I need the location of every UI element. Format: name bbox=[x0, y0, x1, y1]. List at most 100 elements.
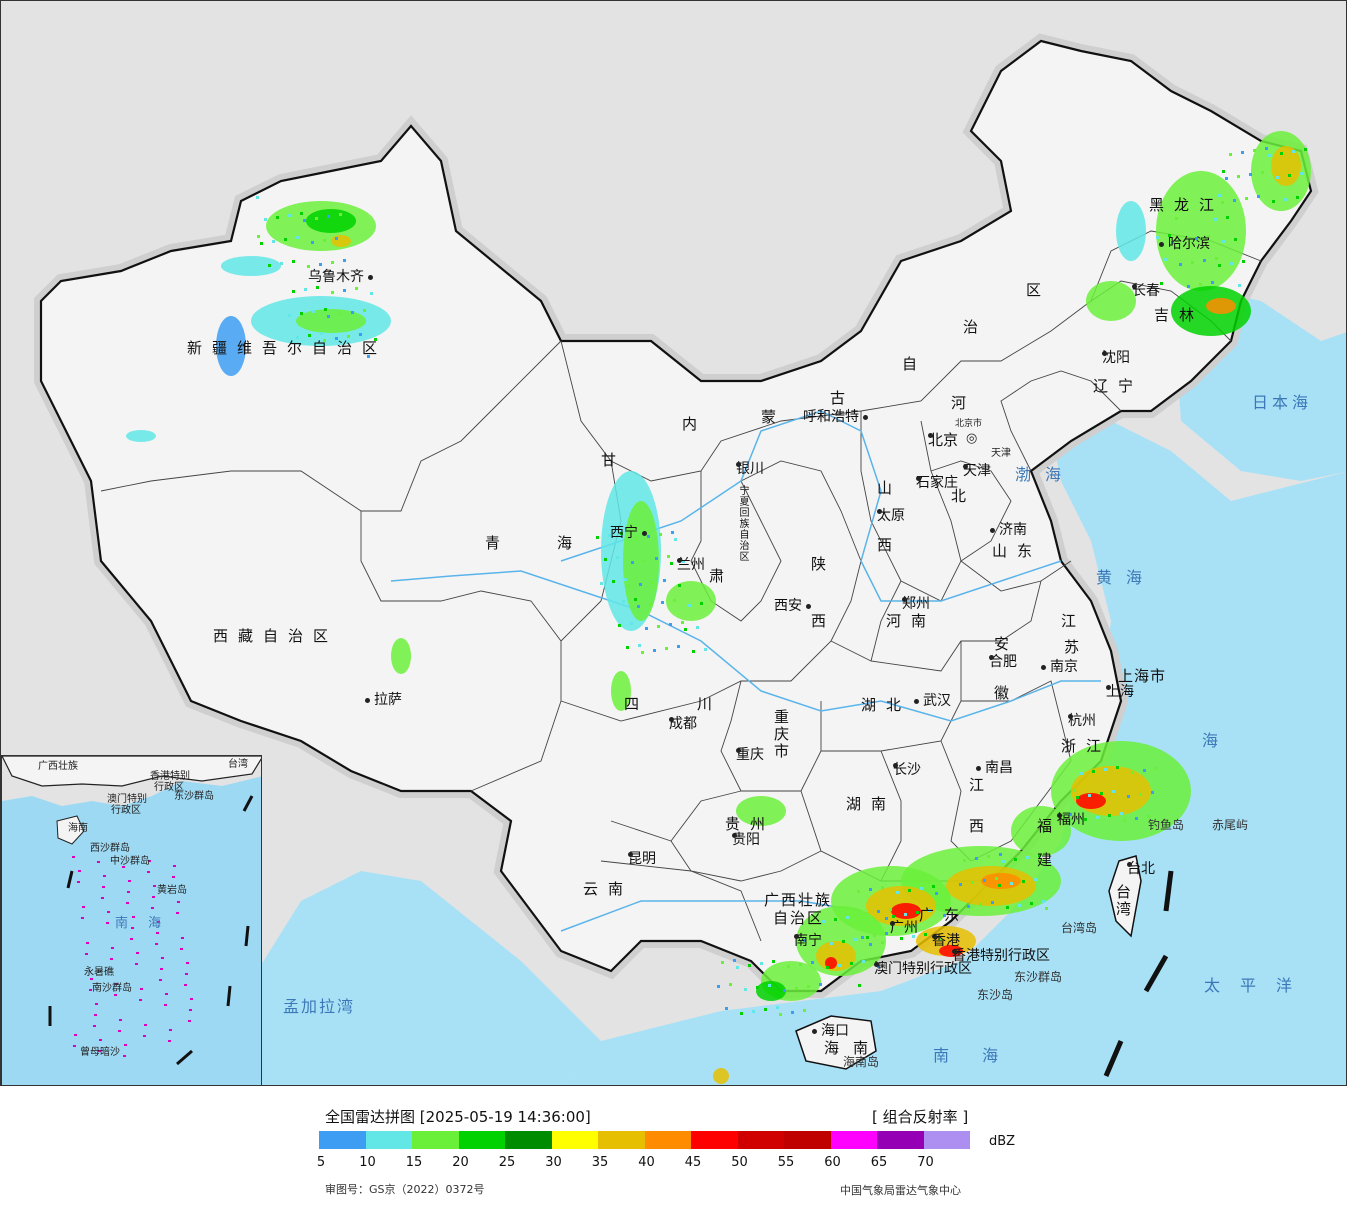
radar-echo-speck bbox=[1123, 819, 1126, 822]
radar-echo-speck bbox=[649, 603, 652, 606]
inset-reef-dot bbox=[106, 922, 109, 924]
capital-star-icon: ◎ bbox=[966, 431, 978, 446]
color-swatch bbox=[551, 1131, 598, 1149]
radar-echo-speck bbox=[704, 648, 707, 651]
label-gansu-2: 肃 bbox=[709, 567, 735, 585]
label-fujian-2: 建 bbox=[1037, 851, 1063, 869]
inset-reefs bbox=[72, 856, 193, 1057]
radar-echo-speck bbox=[885, 932, 888, 935]
radar-echo-speck bbox=[717, 985, 720, 988]
radar-echo-speck bbox=[674, 538, 677, 541]
inset-reef-dot bbox=[177, 901, 180, 903]
radar-echo bbox=[816, 941, 856, 971]
radar-echo-speck bbox=[296, 336, 299, 339]
radar-echo-speck bbox=[673, 599, 676, 602]
radar-echo-speck bbox=[324, 308, 327, 311]
inset-reef-dot bbox=[172, 876, 175, 878]
radar-echo-speck bbox=[343, 259, 346, 262]
bay-of-bengal bbox=[231, 871, 601, 1085]
sea-nanhai: 南 海 bbox=[933, 1046, 1013, 1065]
inset-reef-dot bbox=[153, 885, 156, 887]
color-swatch bbox=[644, 1131, 691, 1149]
label-jiangsu-1: 江 bbox=[1061, 612, 1087, 630]
radar-echo-speck bbox=[671, 531, 674, 534]
inset-reef-dot bbox=[190, 998, 193, 1000]
label-jiangxi-2: 西 bbox=[969, 817, 995, 835]
city-taiyuan: 太原 bbox=[877, 508, 905, 524]
radar-echo-speck bbox=[838, 964, 841, 967]
radar-echo-speck bbox=[1214, 218, 1217, 221]
label-qinghai-2: 海 bbox=[557, 534, 583, 552]
island-dongsha-group: 东沙群岛 bbox=[1014, 970, 1063, 984]
radar-echo-speck bbox=[756, 986, 759, 989]
inset-reef-dot bbox=[94, 1014, 97, 1016]
radar-echo-speck bbox=[1238, 284, 1241, 287]
inset-reef-dot bbox=[176, 912, 179, 914]
radar-echo-speck bbox=[1207, 235, 1210, 238]
radar-echo bbox=[1156, 171, 1246, 291]
inset-reef-dot bbox=[110, 958, 113, 960]
radar-echo-speck bbox=[1156, 236, 1159, 239]
inset-label-taiwan: 台湾 bbox=[228, 759, 248, 770]
radar-echo-speck bbox=[256, 196, 259, 199]
inset-reef-dot bbox=[81, 917, 84, 919]
radar-echo-speck bbox=[339, 213, 342, 216]
radar-echo-speck bbox=[1230, 262, 1233, 265]
color-swatch bbox=[877, 1131, 924, 1149]
label-sichuan-1: 四 bbox=[624, 695, 650, 713]
color-swatch bbox=[319, 1131, 366, 1149]
radar-echo-speck bbox=[1288, 174, 1291, 177]
label-taiwan: 台湾 bbox=[1114, 884, 1132, 918]
color-swatch bbox=[737, 1131, 784, 1149]
city-xining: 西宁 bbox=[610, 525, 647, 541]
radar-echo-speck bbox=[819, 983, 822, 986]
radar-echo-speck bbox=[311, 241, 314, 244]
radar-echo-speck bbox=[308, 334, 311, 337]
radar-echo-speck bbox=[826, 966, 829, 969]
radar-echo-speck bbox=[995, 877, 998, 880]
label-shanghai: 上海市 bbox=[1118, 667, 1167, 685]
label-guangxi-2: 自治区 bbox=[773, 909, 825, 927]
inset-reef-dot bbox=[156, 932, 159, 934]
radar-echo-speck bbox=[659, 533, 662, 536]
inset-label-hk-2: 行政区 bbox=[154, 782, 184, 793]
radar-echo-speck bbox=[1088, 794, 1091, 797]
radar-echo-speck bbox=[1143, 769, 1146, 772]
radar-echo-speck bbox=[721, 961, 724, 964]
color-swatch bbox=[923, 1131, 970, 1149]
radar-echo-speck bbox=[881, 941, 884, 944]
radar-echo-speck bbox=[725, 1007, 728, 1010]
city-wuhan: 武汉 bbox=[914, 693, 951, 709]
radar-echo-speck bbox=[1045, 907, 1048, 910]
inset-reef-dot bbox=[122, 866, 125, 868]
inset-reef-dot bbox=[169, 1029, 172, 1031]
radar-echo-speck bbox=[1265, 147, 1268, 150]
radar-echo-speck bbox=[647, 535, 650, 538]
radar-echo-speck bbox=[638, 644, 641, 647]
radar-echo-speck bbox=[1234, 238, 1237, 241]
radar-echo-speck bbox=[873, 934, 876, 937]
maritime-boundary-dashes bbox=[1103, 870, 1174, 1077]
label-neimenggu-3: 古 bbox=[830, 389, 856, 407]
inset-reef-dot bbox=[144, 1024, 147, 1026]
label-neimenggu-6: 区 bbox=[1026, 281, 1052, 299]
radar-echo-speck bbox=[1268, 154, 1271, 157]
label-gansu-1: 甘 bbox=[601, 451, 627, 469]
radar-echo-speck bbox=[783, 989, 786, 992]
radar-echo-speck bbox=[367, 355, 370, 358]
inset-label-zengmu: 曾母暗沙 bbox=[80, 1047, 120, 1058]
radar-echo-speck bbox=[1218, 194, 1221, 197]
radar-echo bbox=[221, 256, 281, 276]
radar-echo-speck bbox=[663, 579, 666, 582]
color-swatch bbox=[598, 1131, 645, 1149]
scale-tick-label: 5 bbox=[316, 1155, 326, 1170]
radar-echo-speck bbox=[653, 649, 656, 652]
radar-echo-speck bbox=[1211, 281, 1214, 284]
radar-echo-speck bbox=[626, 646, 629, 649]
inset-reef-dot bbox=[189, 1009, 192, 1011]
map-approval-number: 审图号：GS京（2022）0372号 bbox=[325, 1183, 485, 1196]
radar-echo-speck bbox=[885, 917, 888, 920]
radar-echo-speck bbox=[1006, 906, 1009, 909]
radar-echo-speck bbox=[596, 536, 599, 539]
inset-label-guangxi: 广西壮族 bbox=[38, 761, 78, 772]
